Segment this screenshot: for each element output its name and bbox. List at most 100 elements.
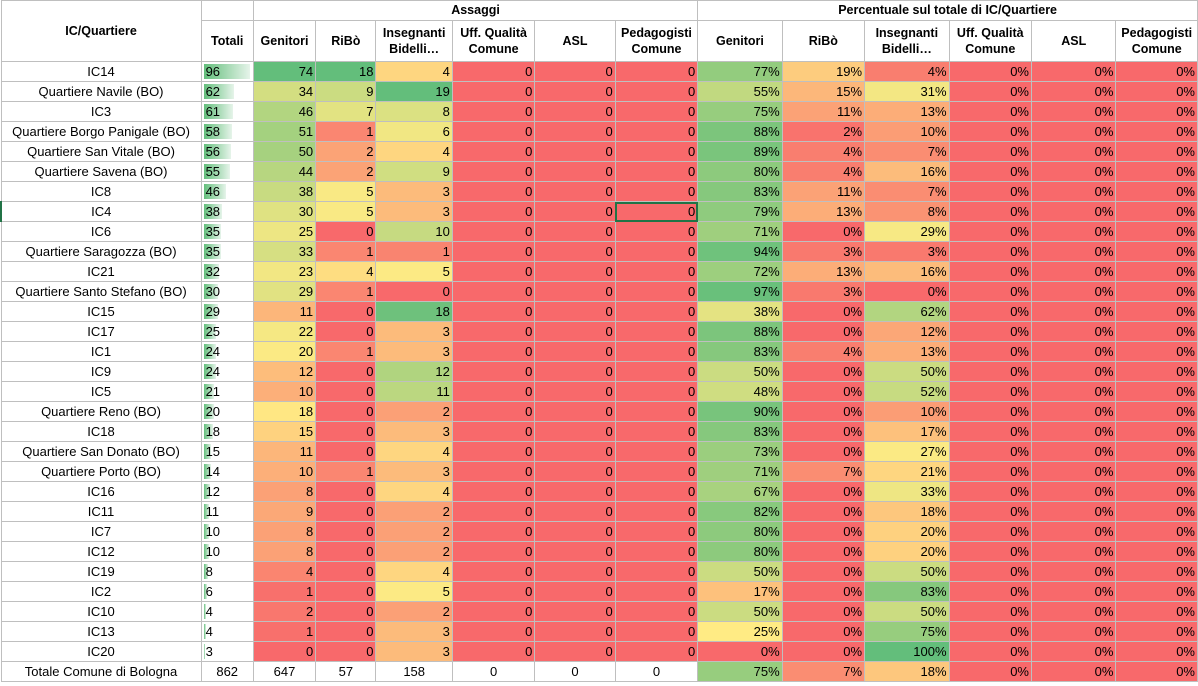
cell-assaggi[interactable]: 4 [315,261,377,282]
cell-assaggi[interactable]: 0 [315,421,377,442]
cell-assaggi[interactable]: 0 [451,501,536,522]
cell-percent[interactable]: 83% [697,421,783,442]
cell-percent[interactable]: 0% [781,501,866,522]
cell-percent[interactable]: 0% [1030,641,1117,662]
cell-percent[interactable]: 0% [948,81,1032,102]
cell-assaggi[interactable]: 18 [315,61,377,82]
cell-percent[interactable]: 8% [864,201,950,222]
cell-percent[interactable]: 0% [948,121,1032,142]
total-assaggi[interactable]: 647 [252,661,317,682]
cell-assaggi[interactable]: 0 [614,201,699,222]
cell-assaggi[interactable]: 1 [252,621,317,642]
cell-assaggi[interactable]: 0 [534,141,616,162]
cell-assaggi[interactable]: 8 [252,541,317,562]
header-assaggi-0[interactable]: Genitori [252,20,317,62]
cell-percent[interactable]: 50% [864,601,950,622]
cell-totali[interactable]: 58 [200,121,254,142]
row-name[interactable]: IC11 [0,501,202,522]
cell-assaggi[interactable]: 2 [375,541,453,562]
cell-percent[interactable]: 52% [864,381,950,402]
cell-percent[interactable]: 77% [697,61,783,82]
cell-assaggi[interactable]: 0 [451,201,536,222]
cell-percent[interactable]: 3% [781,241,866,262]
cell-percent[interactable]: 13% [864,101,950,122]
cell-percent[interactable]: 90% [697,401,783,422]
total-percent[interactable]: 0% [1115,661,1198,682]
cell-assaggi[interactable]: 9 [252,501,317,522]
cell-assaggi[interactable]: 2 [315,141,377,162]
row-name[interactable]: IC1 [0,341,202,362]
cell-percent[interactable]: 0% [1030,181,1117,202]
cell-percent[interactable]: 0% [948,421,1032,442]
cell-assaggi[interactable]: 0 [451,341,536,362]
cell-assaggi[interactable]: 8 [375,101,453,122]
cell-totali[interactable]: 96 [200,61,254,82]
cell-assaggi[interactable]: 0 [534,621,616,642]
row-name[interactable]: Quartiere Navile (BO) [0,81,202,102]
row-name[interactable]: Quartiere Santo Stefano (BO) [0,281,202,302]
cell-assaggi[interactable]: 0 [534,361,616,382]
cell-percent[interactable]: 0% [948,161,1032,182]
cell-assaggi[interactable]: 0 [614,521,699,542]
cell-totali[interactable]: 24 [200,361,254,382]
cell-percent[interactable]: 50% [864,561,950,582]
cell-assaggi[interactable]: 0 [451,401,536,422]
cell-assaggi[interactable]: 8 [252,521,317,542]
cell-assaggi[interactable]: 0 [534,341,616,362]
cell-assaggi[interactable]: 0 [534,181,616,202]
cell-percent[interactable]: 17% [864,421,950,442]
row-name[interactable]: IC10 [0,601,202,622]
cell-percent[interactable]: 80% [697,161,783,182]
cell-percent[interactable]: 0% [948,141,1032,162]
cell-assaggi[interactable]: 0 [451,161,536,182]
cell-assaggi[interactable]: 1 [315,281,377,302]
cell-assaggi[interactable]: 11 [252,441,317,462]
cell-assaggi[interactable]: 4 [375,481,453,502]
row-name[interactable]: IC13 [0,621,202,642]
row-name[interactable]: Quartiere San Donato (BO) [0,441,202,462]
cell-totali[interactable]: 8 [200,561,254,582]
cell-percent[interactable]: 83% [864,581,950,602]
cell-assaggi[interactable]: 0 [534,81,616,102]
cell-percent[interactable]: 31% [864,81,950,102]
cell-assaggi[interactable]: 0 [451,621,536,642]
cell-percent[interactable]: 25% [697,621,783,642]
cell-assaggi[interactable]: 7 [315,101,377,122]
cell-assaggi[interactable]: 0 [315,601,377,622]
header-percent-1[interactable]: RiBò [781,20,866,62]
header-totali[interactable]: Totali [200,20,254,62]
cell-assaggi[interactable]: 5 [315,181,377,202]
cell-assaggi[interactable]: 0 [451,481,536,502]
cell-assaggi[interactable]: 0 [315,221,377,242]
cell-percent[interactable]: 0% [948,501,1032,522]
cell-assaggi[interactable]: 38 [252,181,317,202]
total-totali[interactable]: 862 [200,661,254,682]
cell-assaggi[interactable]: 30 [252,201,317,222]
cell-percent[interactable]: 0% [1115,141,1198,162]
cell-percent[interactable]: 0% [1030,321,1117,342]
cell-percent[interactable]: 50% [697,361,783,382]
cell-assaggi[interactable]: 0 [614,501,699,522]
cell-assaggi[interactable]: 1 [315,461,377,482]
cell-totali[interactable]: 29 [200,301,254,322]
cell-assaggi[interactable]: 11 [252,301,317,322]
cell-assaggi[interactable]: 10 [252,381,317,402]
row-name[interactable]: IC15 [0,301,202,322]
row-name[interactable]: IC8 [0,181,202,202]
cell-percent[interactable]: 0% [1115,181,1198,202]
cell-totali[interactable]: 35 [200,241,254,262]
cell-assaggi[interactable]: 0 [534,401,616,422]
cell-assaggi[interactable]: 3 [375,181,453,202]
cell-percent[interactable]: 0% [1115,401,1198,422]
total-assaggi[interactable]: 158 [375,661,453,682]
cell-percent[interactable]: 0% [781,621,866,642]
cell-assaggi[interactable]: 0 [451,321,536,342]
cell-assaggi[interactable]: 0 [534,521,616,542]
row-name[interactable]: IC3 [0,101,202,122]
cell-assaggi[interactable]: 0 [315,441,377,462]
cell-percent[interactable]: 0% [1115,521,1198,542]
cell-totali[interactable]: 10 [200,541,254,562]
cell-totali[interactable]: 24 [200,341,254,362]
cell-percent[interactable]: 27% [864,441,950,462]
cell-assaggi[interactable]: 0 [315,581,377,602]
